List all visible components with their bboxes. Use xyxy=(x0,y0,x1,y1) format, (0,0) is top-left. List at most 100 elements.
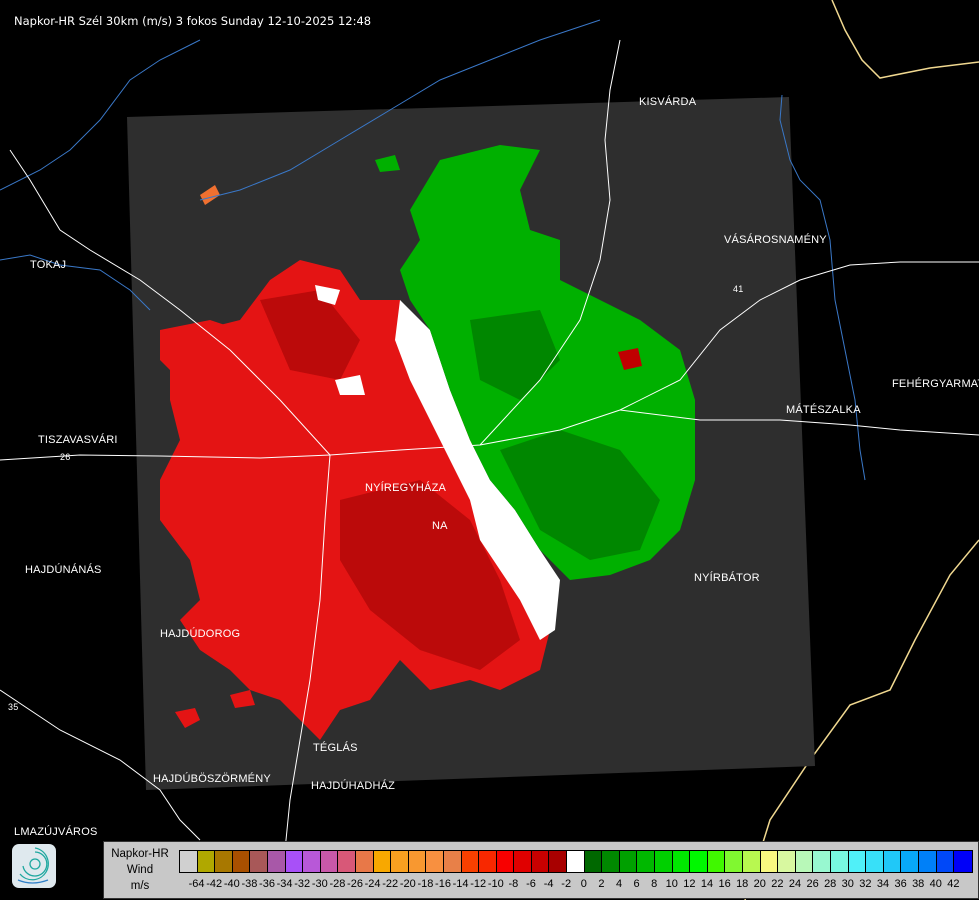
legend-swatch xyxy=(795,851,814,872)
city-label: HAJDÚDOROG xyxy=(160,628,241,640)
legend-tick-label: 0 xyxy=(580,878,587,890)
legend-tick-label: -30 xyxy=(311,878,328,890)
legend-tick-label: -64 xyxy=(188,878,205,890)
road-number: 41 xyxy=(733,284,744,294)
velocity-folding-spot xyxy=(618,348,642,370)
legend-tick-label: -22 xyxy=(382,878,399,890)
legend-tick-label: 34 xyxy=(876,878,890,890)
legend-tick-label: 6 xyxy=(633,878,640,890)
legend-swatch xyxy=(918,851,937,872)
city-label: HAJDÚHADHÁZ xyxy=(311,780,396,792)
legend-tick-label: -18 xyxy=(417,878,434,890)
legend-swatch xyxy=(602,851,620,872)
legend-tick-label: 10 xyxy=(665,878,678,890)
city-label: TISZAVASVÁRI xyxy=(38,434,118,446)
logo-swirl-icon xyxy=(12,844,56,888)
legend-swatch xyxy=(267,851,286,872)
orange-echo xyxy=(200,185,220,205)
legend-tick-label: -10 xyxy=(487,878,504,890)
dark-green-echo xyxy=(470,310,660,560)
legend-quantity: Wind xyxy=(126,864,154,876)
legend-swatch xyxy=(725,851,743,872)
legend-swatch xyxy=(901,851,919,872)
city-label: TOKAJ xyxy=(30,259,67,271)
legend-tick-label: -24 xyxy=(364,878,381,890)
legend-swatch xyxy=(743,851,761,872)
legend-swatch xyxy=(479,851,497,872)
legend-ticks: -64 -42 -40 -38 -36 -34 -32 -30 -28 -26 -24 -22 -20-… xyxy=(179,878,979,892)
legend-tick-label: 4 xyxy=(615,878,623,890)
legend-tick-label: 40 xyxy=(929,878,942,890)
legend-swatch xyxy=(338,851,356,872)
country-border xyxy=(744,539,979,900)
legend-swatches xyxy=(179,850,973,873)
legend-tick-label: 38 xyxy=(912,878,925,890)
legend-tick-label: 28 xyxy=(824,878,837,890)
legend-swatch xyxy=(373,851,392,872)
legend-tick-label: 36 xyxy=(894,878,907,890)
city-label: NYÍREGYHÁZA xyxy=(365,482,447,494)
legend-tick-label: 32 xyxy=(859,878,872,890)
legend-swatch xyxy=(285,851,304,872)
legend-tick-label: -26 xyxy=(347,878,363,890)
map-title: Napkor-HR Szél 30km (m/s) 3 fokos Sunday… xyxy=(14,14,372,28)
legend-tick-label: 30 xyxy=(841,878,854,890)
rivers xyxy=(0,19,866,481)
legend-swatch xyxy=(531,851,550,872)
legend-swatch xyxy=(197,851,216,872)
legend-tick-label: -20 xyxy=(399,878,416,890)
legend-tick-label: -16 xyxy=(435,878,451,890)
road-number: 35 xyxy=(8,702,19,712)
legend-tick-label: 14 xyxy=(700,878,714,890)
legend-tick-label: -42 xyxy=(206,878,223,890)
legend-swatch xyxy=(514,851,532,872)
legend-swatch xyxy=(408,851,427,872)
legend-tick-label: -4 xyxy=(543,878,554,890)
legend-tick-label: -8 xyxy=(508,878,519,890)
legend-source: Napkor-HR xyxy=(111,848,169,860)
legend-swatch xyxy=(707,851,726,872)
legend-swatch xyxy=(320,851,339,872)
legend-tick-label: 26 xyxy=(806,878,819,890)
country-border xyxy=(831,0,979,79)
legend-tick-label: 2 xyxy=(598,878,605,890)
legend-swatch xyxy=(883,851,902,872)
legend-swatch xyxy=(760,851,779,872)
legend-swatch xyxy=(232,851,251,872)
legend-swatch xyxy=(496,851,515,872)
legend-swatch xyxy=(303,851,321,872)
legend-swatch xyxy=(619,851,638,872)
legend-swatch xyxy=(355,851,374,872)
legend-tick-label: -2 xyxy=(561,878,572,890)
legend-swatch xyxy=(813,851,831,872)
legend-tick-label: 12 xyxy=(683,878,696,890)
legend-tick-label: -32 xyxy=(294,878,311,890)
city-label: MÁTÉSZALKA xyxy=(786,404,861,416)
legend-tick-label: 20 xyxy=(753,878,766,890)
legend-swatch xyxy=(426,851,444,872)
legend-swatch xyxy=(637,851,656,872)
city-label: NA xyxy=(432,520,448,532)
legend-tick-label: 16 xyxy=(718,878,731,890)
legend-tick-label: -38 xyxy=(241,878,258,890)
legend-swatch xyxy=(936,851,955,872)
legend-swatch xyxy=(250,851,268,872)
legend-tick-label: -14 xyxy=(452,878,469,890)
legend-swatch xyxy=(549,851,568,872)
legend-tick-label: 8 xyxy=(651,878,658,890)
legend-swatch xyxy=(848,851,867,872)
legend-swatch xyxy=(830,851,849,872)
legend-tick-label: 42 xyxy=(947,878,960,890)
legend-swatch xyxy=(584,851,603,872)
legend-tick-label: -36 xyxy=(259,878,275,890)
legend-swatch xyxy=(778,851,796,872)
legend-swatch xyxy=(391,851,409,872)
legend-unit: m/s xyxy=(130,880,150,892)
city-label: KISVÁRDA xyxy=(639,96,697,108)
legend-swatch xyxy=(461,851,480,872)
legend-swatch xyxy=(443,851,462,872)
legend-tick-label: -34 xyxy=(276,878,293,890)
city-label: HAJDÚBÖSZÖRMÉNY xyxy=(153,773,271,785)
legend-swatch xyxy=(180,851,198,872)
